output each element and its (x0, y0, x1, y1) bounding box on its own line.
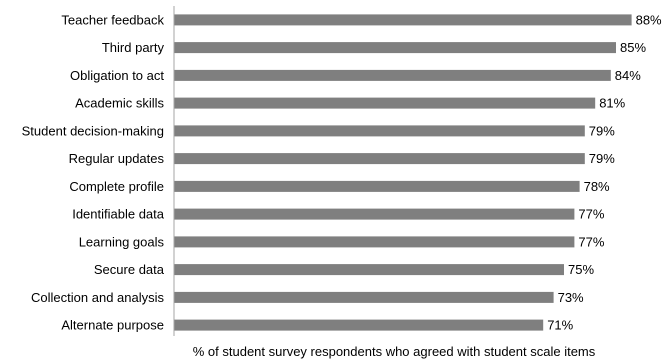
value-label: 85% (620, 40, 646, 55)
bar-complete-profile (174, 180, 580, 192)
value-label: 77% (578, 234, 604, 249)
category-label: Academic skills (75, 96, 164, 111)
category-label: Complete profile (69, 179, 164, 194)
category-label: Alternate purpose (61, 318, 164, 333)
bar-academic-skills (174, 97, 596, 109)
category-label: Identifiable data (72, 207, 165, 222)
value-label: 77% (578, 207, 604, 222)
bar-learning-goals (174, 236, 575, 248)
bar-collection-and-analysis (174, 291, 554, 303)
value-label: 71% (547, 318, 573, 333)
value-label: 88% (636, 12, 662, 27)
bar-teacher-feedback (174, 14, 632, 26)
bar-regular-updates (174, 153, 585, 165)
value-label: 79% (589, 151, 615, 166)
bar-student-decision-making (174, 125, 585, 137)
value-label: 79% (589, 123, 615, 138)
value-label: 81% (599, 96, 625, 111)
bar-alternate-purpose (174, 319, 544, 331)
value-label: 78% (584, 179, 610, 194)
bar-identifiable-data (174, 208, 575, 220)
bar-obligation-to-act (174, 69, 611, 81)
bar-secure-data (174, 264, 564, 276)
category-label: Secure data (94, 262, 165, 277)
category-label: Student decision-making (22, 123, 164, 138)
value-label: 73% (558, 290, 584, 305)
category-label: Third party (102, 40, 165, 55)
bars-group (174, 14, 632, 331)
category-label: Learning goals (79, 234, 165, 249)
x-axis-label: % of student survey respondents who agre… (192, 344, 596, 359)
category-label: Regular updates (69, 151, 165, 166)
value-label: 84% (615, 68, 641, 83)
value-labels: 88% 85% 84% 81% 79% 79% 78% 77% 77% 75% 73% 71% (547, 12, 662, 332)
category-label: Obligation to act (70, 68, 164, 83)
bar-third-party (174, 42, 616, 54)
category-label: Teacher feedback (61, 12, 164, 27)
category-labels: Teacher feedback Third party Obligation to… (22, 12, 165, 332)
value-label: 75% (568, 262, 594, 277)
category-label: Collection and analysis (31, 290, 164, 305)
